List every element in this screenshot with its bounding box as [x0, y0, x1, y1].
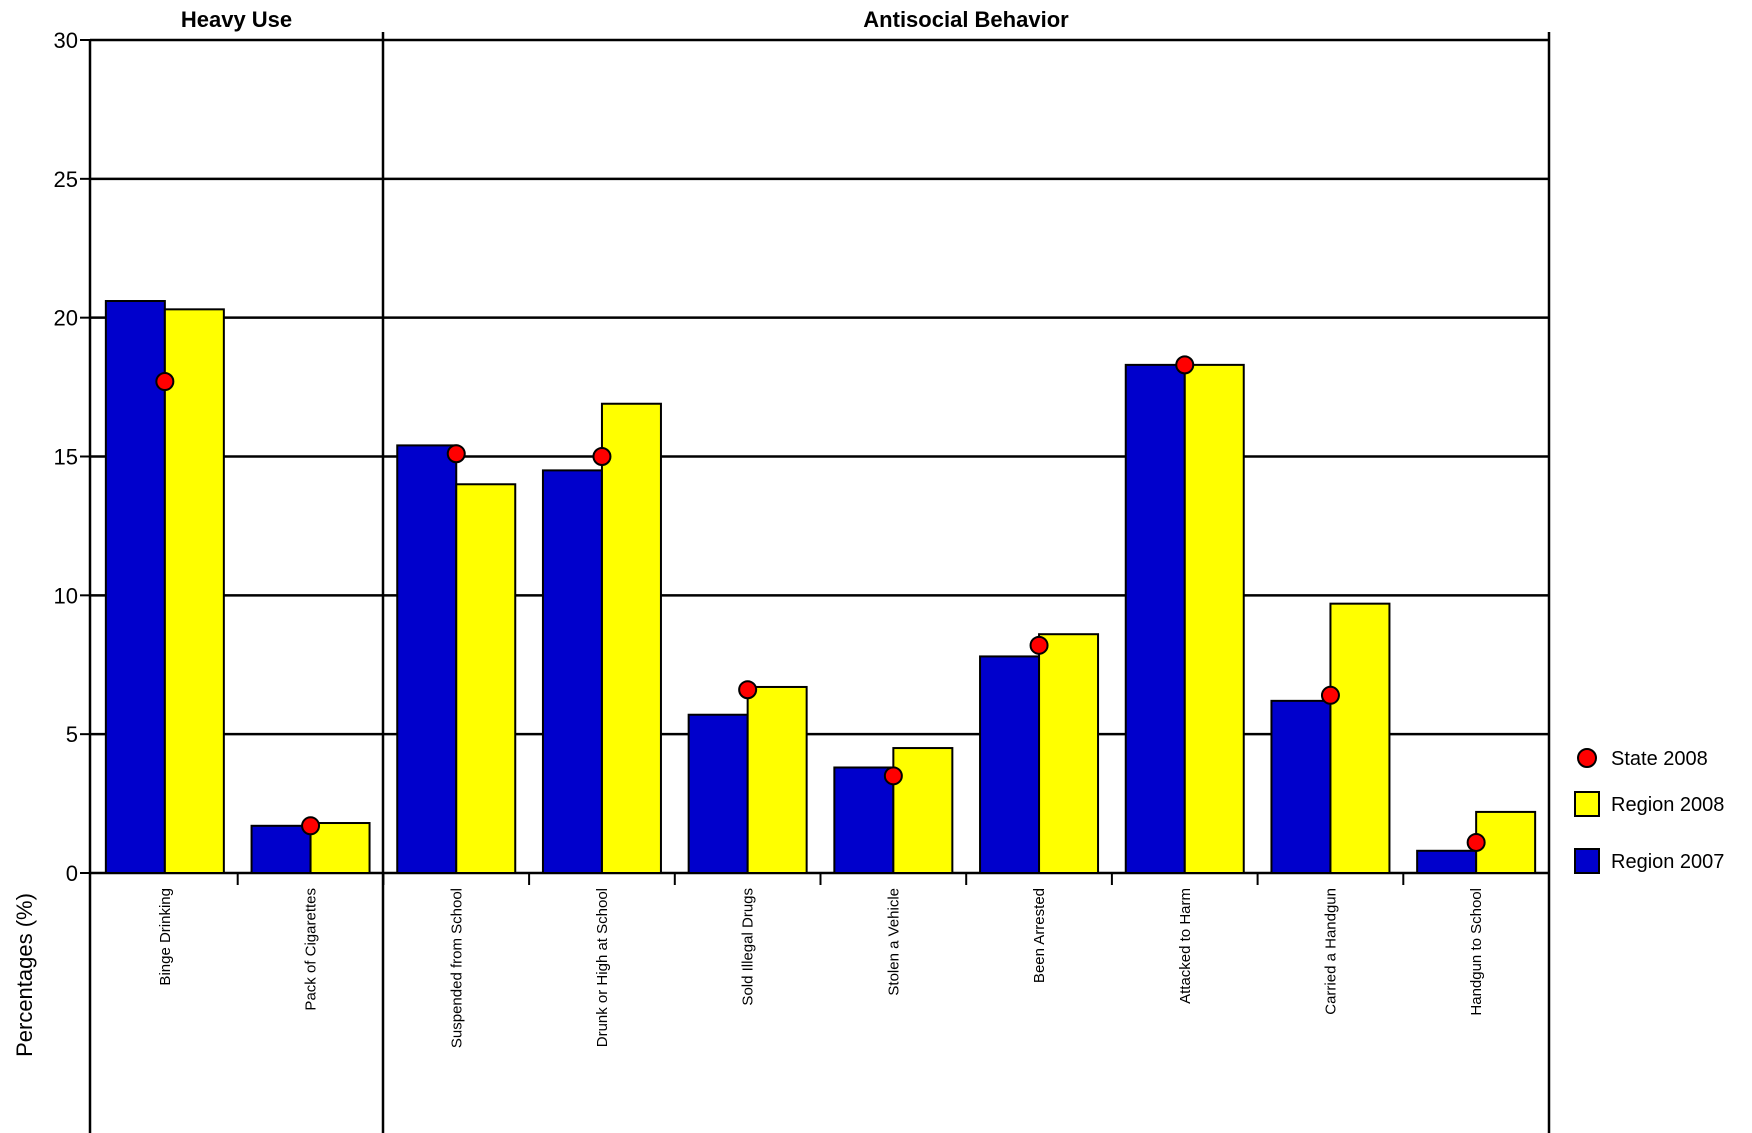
- legend-label-state-2008: State 2008: [1611, 748, 1708, 770]
- y-tick-label: 30: [54, 28, 78, 53]
- point-state-2008: [301, 816, 321, 836]
- y-tick-label: 20: [54, 306, 78, 331]
- category-label: Binge Drinking: [157, 888, 174, 986]
- category-label: Attacked to Harm: [1177, 888, 1194, 1004]
- point-state-2008: [1175, 355, 1195, 375]
- group-label-heavy-use: Heavy Use: [181, 7, 292, 32]
- bar-region-2008: [1475, 810, 1537, 874]
- bar-region-2007: [1124, 363, 1186, 874]
- point-state-2008: [738, 680, 758, 700]
- category-label: Carried a Handgun: [1322, 888, 1339, 1015]
- bar-region-2008: [1038, 633, 1100, 874]
- category-label: Sold Illegal Drugs: [740, 888, 757, 1006]
- group-label-antisocial-behavior: Antisocial Behavior: [863, 7, 1069, 32]
- y-tick-label: 25: [54, 167, 78, 192]
- legend-marker-region-2008: [1574, 791, 1600, 817]
- bar-region-2007: [541, 469, 603, 874]
- legend-marker-region-2007: [1574, 848, 1600, 874]
- legend-label-region-2007: Region 2007: [1611, 851, 1724, 873]
- category-label: Stolen a Vehicle: [885, 888, 902, 996]
- bar-region-2007: [979, 655, 1041, 874]
- bar-region-2008: [163, 308, 225, 874]
- category-label: Been Arrested: [1031, 888, 1048, 983]
- point-state-2008: [1466, 832, 1486, 852]
- category-label: Handgun to School: [1468, 888, 1485, 1016]
- y-tick-label: 5: [66, 722, 78, 747]
- bar-region-2007: [1270, 699, 1332, 875]
- bar-region-2008: [309, 822, 371, 875]
- y-tick-label: 15: [54, 445, 78, 470]
- y-tick-label: 10: [54, 583, 78, 608]
- category-label: Drunk or High at School: [594, 888, 611, 1047]
- point-state-2008: [883, 766, 903, 786]
- bar-region-2008: [1329, 602, 1391, 874]
- bar-region-2008: [746, 685, 808, 874]
- bar-region-2008: [892, 747, 954, 874]
- category-label: Pack of Cigarettes: [303, 888, 320, 1011]
- bar-region-2007: [687, 713, 749, 874]
- bar-region-2007: [104, 300, 166, 874]
- point-state-2008: [592, 447, 612, 466]
- point-state-2008: [1029, 635, 1049, 655]
- bar-region-2008: [455, 483, 517, 874]
- y-axis-title: Percentages (%): [12, 893, 37, 1057]
- point-state-2008: [1320, 685, 1340, 705]
- point-state-2008: [446, 444, 466, 464]
- bar-region-2007: [396, 444, 458, 874]
- bar-region-2007: [250, 824, 312, 875]
- bar-region-2008: [1183, 363, 1245, 874]
- legend-marker-state-2008: [1577, 748, 1597, 768]
- y-tick-label: 0: [66, 861, 78, 886]
- bar-region-2007: [833, 766, 895, 875]
- category-label: Suspended from School: [448, 888, 465, 1048]
- point-state-2008: [155, 372, 175, 392]
- bar-region-2007: [1416, 849, 1478, 875]
- bar-region-2008: [600, 402, 662, 874]
- legend-label-region-2008: Region 2008: [1611, 794, 1724, 816]
